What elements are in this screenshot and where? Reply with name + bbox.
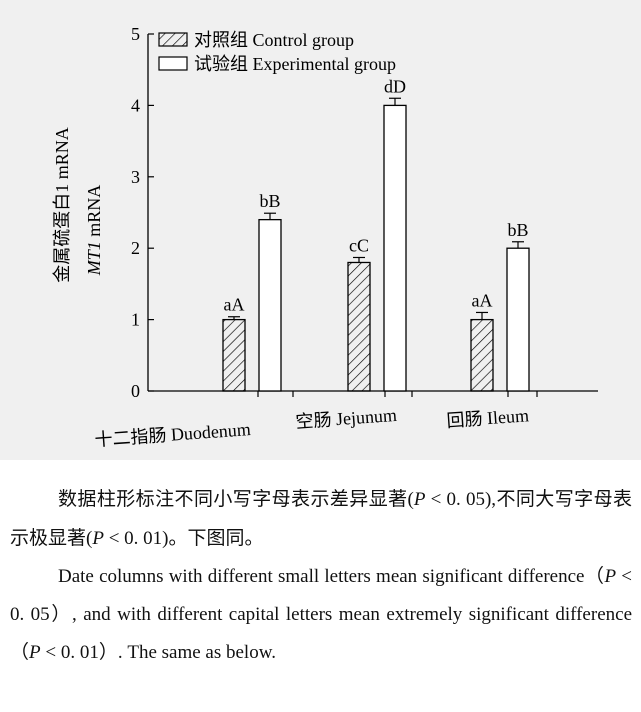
bar-experimental <box>506 247 530 392</box>
caption-en-part-3: < 0. 01）. The same as below. <box>40 642 276 663</box>
bar-experimental <box>383 104 407 392</box>
legend: 对照组 Control group 试验组 Experimental group <box>158 30 396 74</box>
legend-swatch-control <box>158 32 188 47</box>
bar-significance-label: dD <box>384 76 406 96</box>
bar-significance-label: aA <box>224 295 245 315</box>
y-axis-label-unit: mRNA <box>84 185 104 242</box>
legend-label-experimental: 试验组 Experimental group <box>194 54 396 74</box>
y-tick-label: 5 <box>131 24 140 44</box>
y-tick-label: 1 <box>131 310 140 330</box>
y-tick-label: 4 <box>131 95 140 115</box>
y-axis-label-en: MT1 mRNA <box>84 185 104 277</box>
y-tick-label: 0 <box>131 381 140 401</box>
bar-control <box>347 261 371 392</box>
bar-significance-label: aA <box>472 290 493 310</box>
legend-swatch-experimental <box>158 56 188 71</box>
y-tick-label: 2 <box>131 238 140 258</box>
caption-cn-part-1: 数据柱形标注不同小写字母表示差异显著( <box>58 489 414 510</box>
caption-en-p-1: P <box>604 566 617 587</box>
caption-cn-p-2: P <box>92 528 104 549</box>
bar-significance-label: bB <box>259 191 280 211</box>
bar-chart: 0 1 2 3 4 5 aA cC aA bB dD bB 对照组 Control group 试验组… <box>0 0 641 460</box>
caption-en-part-2: < 0. 05）, and with different capital let… <box>10 566 632 663</box>
caption-cn-part-3: < 0. 01)。下图同。 <box>103 528 264 549</box>
bar-control <box>222 318 246 392</box>
bar-control <box>470 318 494 392</box>
caption-english: Date columns with different small letter… <box>10 558 632 672</box>
bar-significance-label: cC <box>349 235 369 255</box>
bar-experimental <box>258 218 282 392</box>
caption-en-part-1: Date columns with different small letter… <box>58 566 605 587</box>
caption-cn-part-2: < 0. 05),不同大写字母表示极显著( <box>10 489 632 549</box>
caption-chinese: 数据柱形标注不同小写字母表示差异显著(P < 0. 05),不同大写字母表示极显… <box>10 480 632 558</box>
y-axis-label-cn: 金属硫蛋白1 mRNA <box>52 127 72 283</box>
y-tick-label: 3 <box>131 167 140 187</box>
caption-cn-p-1: P <box>413 489 426 510</box>
bars: aA cC aA bB dD bB <box>222 76 530 392</box>
caption-en-p-2: P <box>29 642 41 663</box>
legend-label-control: 对照组 Control group <box>194 30 354 50</box>
bar-significance-label: bB <box>507 220 528 240</box>
y-axis-label-gene: MT1 <box>84 241 104 276</box>
